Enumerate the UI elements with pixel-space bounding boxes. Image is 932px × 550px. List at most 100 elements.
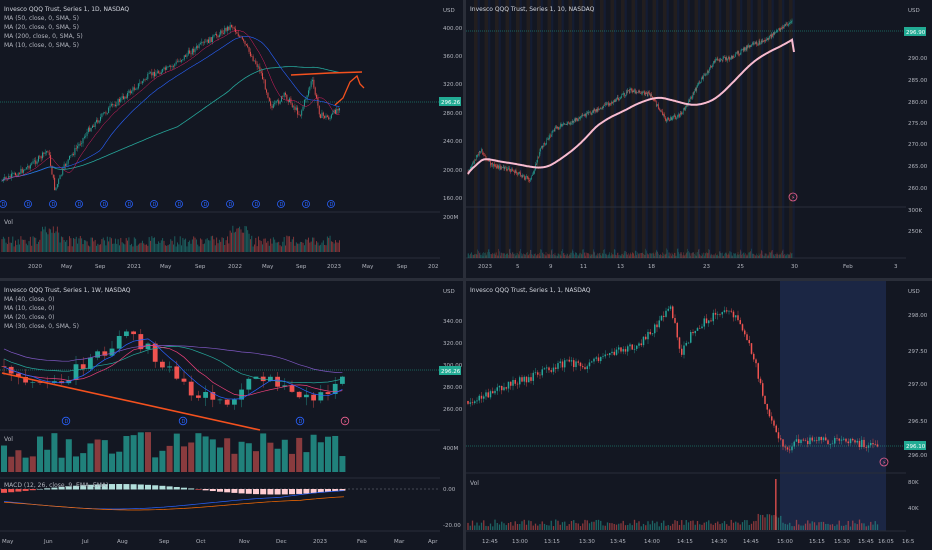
dividend-marker[interactable] <box>24 200 32 208</box>
volume-bar <box>23 239 25 252</box>
chart-canvas-bottom-left[interactable]: DDD⚡ USD 340.00 320.00 300.00 280.00 260… <box>0 281 463 550</box>
daily-candle <box>267 92 269 98</box>
indicator-ma-20[interactable]: MA (20, close, 0) <box>4 314 55 321</box>
daily-candle <box>282 96 284 97</box>
event-marker[interactable] <box>879 457 889 467</box>
volume-bar <box>309 242 311 252</box>
dividend-marker[interactable] <box>295 416 305 426</box>
dividend-marker[interactable] <box>226 200 234 208</box>
indicator-ma-20[interactable]: MA (20, close, 0, SMA, 5) <box>4 24 79 31</box>
legend-top-right: Invesco QQQ Trust, Series 1, 10, NASDAQ <box>470 5 594 14</box>
weekly-candle <box>311 394 316 401</box>
volume-label[interactable]: Vol <box>470 480 479 487</box>
minute-candle <box>566 359 568 361</box>
dividend-marker[interactable] <box>277 200 285 208</box>
weekly-candle <box>160 361 165 368</box>
indicator-ma-10[interactable]: MA (10, close, 0, SMA, 5) <box>4 42 79 49</box>
dividend-marker[interactable] <box>0 200 7 208</box>
volume-label[interactable]: Vol <box>4 436 13 443</box>
price-axis[interactable]: 298.00 297.50 297.00 296.50 296.00 <box>908 313 928 459</box>
chart-canvas-top-right[interactable]: ⚡ USD 290.00 285.00 280.00 275.00 270.00… <box>466 0 932 278</box>
pre-market-session <box>747 0 751 258</box>
symbol-title[interactable]: Invesco QQQ Trust, Series 1, 1D, NASDAQ <box>4 6 130 13</box>
price-tick: 320.00 <box>443 82 463 88</box>
time-tick: 15:15 <box>809 539 825 545</box>
price-axis-unit: USD <box>908 8 920 14</box>
intraday-candle <box>677 116 678 118</box>
dividend-marker[interactable] <box>49 200 57 208</box>
dividend-marker[interactable] <box>252 200 260 208</box>
time-axis[interactable]: 2020 May Sep 2021 May Sep 2022 May Sep 2… <box>28 264 439 270</box>
dividend-marker[interactable] <box>327 200 335 208</box>
time-axis[interactable]: May Jun Jul Aug Sep Oct Nov Dec 2023 Feb… <box>2 539 438 545</box>
trend-line-drawing[interactable] <box>1 372 261 431</box>
dividend-marker[interactable] <box>125 200 133 208</box>
intraday-candle <box>569 122 571 124</box>
indicator-ma-40[interactable]: MA (40, close, 0) <box>4 296 55 303</box>
event-marker[interactable] <box>340 416 350 426</box>
price-axis[interactable]: 290.00 285.00 280.00 275.00 270.00 265.0… <box>908 56 928 192</box>
daily-candle <box>62 168 64 175</box>
event-marker[interactable] <box>788 192 798 202</box>
macd-histogram-bar <box>137 484 144 490</box>
volume-bar <box>791 526 793 530</box>
symbol-title[interactable]: Invesco QQQ Trust, Series 1, 1W, NASDAQ <box>4 287 131 294</box>
chart-canvas-bottom-right[interactable]: ⚡ USD 298.00 297.50 297.00 296.50 296.00… <box>466 281 932 550</box>
pane-bottom-right[interactable]: Invesco QQQ Trust, Series 1, 1, NASDAQ V… <box>466 281 932 550</box>
price-axis[interactable]: 400.00 360.00 320.00 280.00 240.00 200.0… <box>443 26 463 202</box>
volume-bar <box>701 524 703 530</box>
dividend-marker[interactable] <box>178 416 188 426</box>
pane-splitter-vertical[interactable] <box>463 0 466 550</box>
symbol-title[interactable]: Invesco QQQ Trust, Series 1, 1, NASDAQ <box>470 287 591 294</box>
post-market-session <box>729 0 732 258</box>
minute-candle <box>514 379 516 384</box>
intraday-candle <box>790 21 791 23</box>
symbol-title[interactable]: Invesco QQQ Trust, Series 1, 10, NASDAQ <box>470 6 595 13</box>
intraday-candle <box>597 108 598 112</box>
minute-candle <box>723 310 726 313</box>
trend-line-drawing[interactable] <box>290 71 363 76</box>
intraday-candle <box>761 40 763 43</box>
macd-label[interactable]: MACD (12, 26, close, 9, EMA, EMA) <box>4 482 109 489</box>
indicator-ma-50[interactable]: MA (50, close, 0, SMA, 5) <box>4 15 79 22</box>
volume-bar <box>139 243 141 252</box>
indicator-ma-200[interactable]: MA (200, close, 0, SMA, 5) <box>4 33 83 40</box>
dividend-marker[interactable] <box>201 200 209 208</box>
time-axis[interactable]: 2023 5 9 11 13 18 23 25 30 Feb 3 <box>478 264 898 270</box>
macd-histogram-bar <box>123 484 130 490</box>
dividend-marker[interactable] <box>61 416 71 426</box>
dividend-marker[interactable] <box>175 200 183 208</box>
intraday-candle <box>566 123 568 125</box>
macd-histogram-bar <box>44 488 51 490</box>
pane-bottom-left[interactable]: Invesco QQQ Trust, Series 1, 1W, NASDAQ … <box>0 281 463 550</box>
daily-candle <box>43 152 45 154</box>
dividend-marker[interactable] <box>150 200 158 208</box>
dividend-marker[interactable] <box>100 200 108 208</box>
pane-top-left[interactable]: Invesco QQQ Trust, Series 1, 1D, NASDAQ … <box>0 0 463 278</box>
volume-label[interactable]: Vol <box>4 219 13 226</box>
dividend-marker[interactable] <box>302 200 310 208</box>
time-axis[interactable]: 12:45 13:00 13:15 13:30 13:45 14:00 14:1… <box>482 539 915 545</box>
volume-bar <box>579 526 582 530</box>
daily-candle <box>104 112 106 114</box>
volume-bar <box>807 520 809 530</box>
svg-text:296.26: 296.26 <box>441 369 461 375</box>
volume-bar <box>332 241 334 252</box>
pane-splitter-horizontal[interactable] <box>0 278 932 281</box>
daily-candle <box>210 37 212 43</box>
daily-candle <box>94 122 96 127</box>
pane-top-right[interactable]: Invesco QQQ Trust, Series 1, 10, NASDAQ … <box>466 0 932 278</box>
projection-drawing[interactable] <box>334 74 365 106</box>
minute-candle <box>793 441 795 447</box>
indicator-ma-30[interactable]: MA (30, close, 0, SMA, 5) <box>4 323 79 330</box>
intraday-candle <box>698 82 700 84</box>
volume-bar <box>29 236 31 252</box>
volume-bar <box>52 226 54 252</box>
minute-candle <box>667 308 669 311</box>
volume-bar <box>97 243 99 252</box>
minute-candle <box>789 449 791 451</box>
indicator-ma-10[interactable]: MA (10, close, 0) <box>4 305 55 312</box>
dividend-marker[interactable] <box>75 200 83 208</box>
daily-candle <box>283 92 285 97</box>
